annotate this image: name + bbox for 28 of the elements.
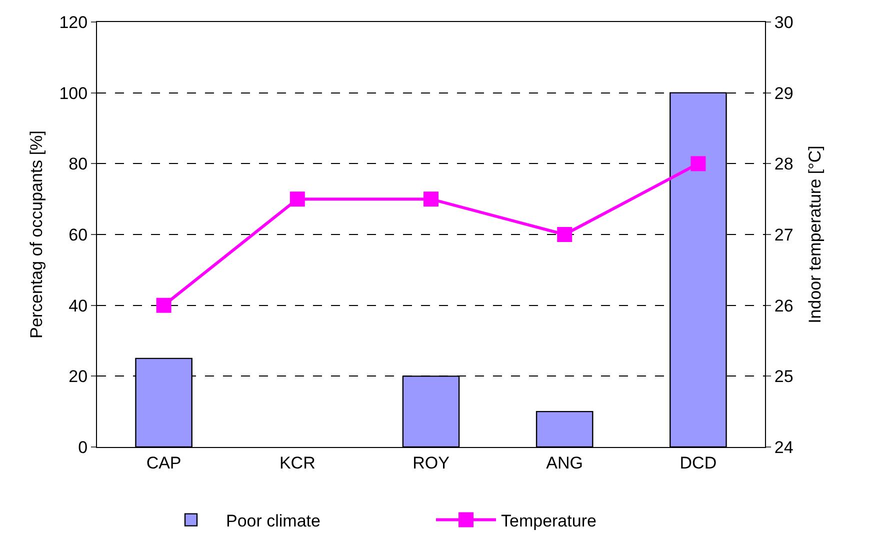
y-tick-label: 120 <box>59 12 88 32</box>
point <box>290 192 305 207</box>
x-tick-label: ROY <box>412 453 450 472</box>
x-tick-label: KCR <box>279 453 316 472</box>
x-tick-label: ANG <box>546 453 584 472</box>
y-tick-label: 0 <box>78 438 88 457</box>
y2-tick-label: 26 <box>774 296 794 316</box>
point <box>557 227 572 242</box>
y-tick-label: 40 <box>68 296 88 316</box>
y-tick-label: 60 <box>68 225 88 244</box>
y2-tick-label: 29 <box>774 84 794 103</box>
y2-tick-label: 30 <box>774 12 794 32</box>
point <box>156 298 172 313</box>
x-tick-label: CAP <box>146 453 182 472</box>
legend-label: Temperature <box>501 511 596 530</box>
y2-tick-label: 28 <box>774 154 794 174</box>
y-tick-label: 100 <box>59 84 88 103</box>
legend-label: Poor climate <box>226 511 320 530</box>
point <box>424 192 438 207</box>
y-axis-title: Percentag of occupants [%] <box>26 130 46 338</box>
y-tick-label: 20 <box>68 367 88 386</box>
x-tick-label: DCD <box>680 453 717 472</box>
y2-tick-label: 24 <box>774 438 794 457</box>
point <box>690 156 706 172</box>
y-tick-label: 80 <box>68 154 88 174</box>
y2-tick-label: 27 <box>774 225 794 244</box>
y2-axis-title: Indoor temperature [°C] <box>806 146 825 324</box>
y2-tick-label: 25 <box>774 367 794 386</box>
